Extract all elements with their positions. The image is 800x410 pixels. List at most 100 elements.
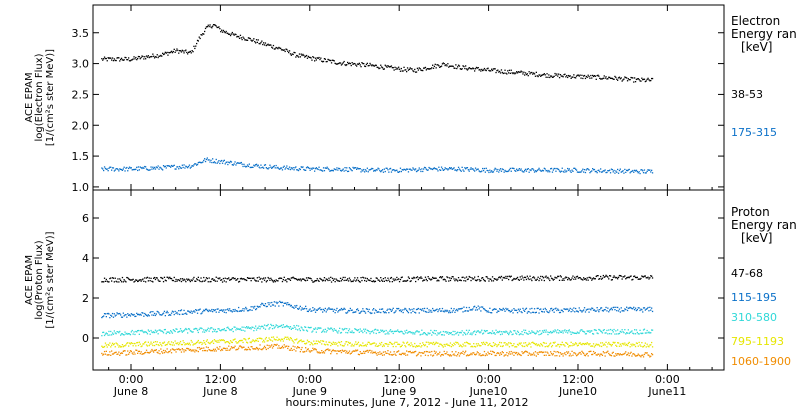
data-point (348, 328, 351, 330)
data-point (194, 163, 196, 165)
data-point (253, 38, 255, 40)
data-point (263, 345, 266, 347)
data-point (431, 334, 433, 336)
data-point (624, 308, 626, 310)
data-point (467, 354, 469, 357)
data-point (382, 344, 385, 346)
data-point (492, 351, 495, 353)
data-point (511, 353, 513, 355)
data-point (138, 56, 140, 58)
data-point (196, 278, 198, 280)
data-point (494, 343, 496, 345)
data-point (138, 341, 140, 343)
data-point (408, 168, 410, 170)
data-point (162, 165, 165, 167)
data-point (233, 278, 235, 280)
data-point (313, 328, 315, 330)
data-point (142, 55, 144, 58)
data-point (213, 161, 216, 163)
data-point (592, 168, 594, 170)
data-point (185, 49, 187, 51)
data-point (448, 344, 450, 346)
data-point (374, 170, 377, 172)
data-point (152, 350, 154, 352)
data-point (246, 279, 248, 282)
data-point (373, 169, 376, 172)
data-point (243, 163, 245, 165)
data-point (496, 279, 498, 281)
data-point (186, 278, 188, 280)
data-point (520, 333, 522, 335)
data-point (223, 159, 225, 161)
data-point (311, 331, 313, 333)
data-point (578, 277, 580, 279)
data-point (566, 75, 568, 77)
data-point (288, 50, 291, 52)
data-point (536, 169, 538, 172)
data-point (221, 279, 223, 281)
data-point (161, 345, 163, 347)
data-point (279, 300, 281, 303)
data-point (313, 340, 315, 342)
data-point (329, 341, 331, 344)
data-point (516, 71, 518, 73)
data-point (642, 346, 644, 348)
data-point (128, 314, 131, 316)
data-point (402, 70, 404, 72)
data-point (189, 344, 191, 346)
data-point (274, 344, 276, 346)
data-point (498, 343, 500, 346)
data-point (566, 276, 568, 279)
data-point (262, 43, 264, 46)
data-point (350, 345, 352, 347)
data-point (599, 309, 601, 311)
data-point (232, 164, 234, 166)
data-point (611, 352, 613, 354)
data-point (485, 276, 487, 278)
data-point (471, 309, 473, 311)
data-point (269, 164, 271, 166)
data-point (233, 34, 235, 36)
data-point (331, 169, 334, 172)
data-point (272, 304, 275, 306)
data-point (150, 329, 152, 332)
data-point (302, 340, 304, 342)
data-point (118, 170, 120, 172)
data-point (522, 352, 524, 355)
data-point (612, 171, 614, 173)
data-point (282, 279, 284, 281)
data-point (476, 168, 478, 170)
data-point (246, 341, 248, 343)
data-point (161, 351, 163, 353)
data-point (373, 332, 375, 334)
data-point (437, 353, 439, 355)
data-point (131, 59, 133, 61)
data-point (387, 308, 389, 310)
data-point (101, 345, 103, 347)
data-point (642, 329, 645, 331)
data-point (348, 310, 351, 312)
data-point (189, 311, 191, 314)
data-point (227, 278, 229, 280)
data-point (229, 308, 231, 310)
data-point (400, 310, 402, 313)
data-point (544, 276, 546, 278)
data-point (145, 349, 148, 351)
data-point (487, 170, 489, 172)
data-point (432, 168, 434, 171)
data-point (135, 279, 137, 281)
data-point (141, 55, 143, 57)
data-point (129, 350, 132, 352)
data-point (528, 171, 530, 173)
data-point (278, 345, 280, 347)
data-point (362, 62, 364, 65)
data-point (381, 308, 383, 310)
data-point (293, 348, 295, 351)
data-point (199, 327, 201, 329)
data-point (238, 281, 240, 283)
data-point (381, 354, 384, 356)
data-point (215, 25, 217, 27)
data-point (316, 278, 318, 280)
data-point (415, 350, 417, 353)
y-axis-label-line: log(Proton Flux) (34, 240, 45, 319)
